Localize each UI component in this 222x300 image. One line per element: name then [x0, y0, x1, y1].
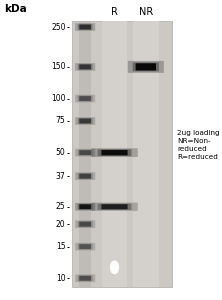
FancyBboxPatch shape [78, 244, 93, 250]
FancyBboxPatch shape [97, 204, 131, 210]
FancyBboxPatch shape [75, 274, 95, 282]
FancyBboxPatch shape [79, 25, 91, 29]
FancyBboxPatch shape [75, 149, 95, 157]
FancyBboxPatch shape [75, 117, 95, 125]
Text: 10: 10 [56, 274, 65, 283]
FancyBboxPatch shape [91, 202, 138, 211]
Text: 250: 250 [51, 22, 65, 32]
Text: 50: 50 [56, 148, 65, 157]
FancyBboxPatch shape [78, 96, 93, 101]
Text: 15: 15 [56, 242, 65, 251]
FancyBboxPatch shape [101, 150, 128, 155]
FancyBboxPatch shape [79, 118, 91, 123]
FancyBboxPatch shape [79, 150, 91, 155]
Text: 2ug loading
NR=Non-
reduced
R=reduced: 2ug loading NR=Non- reduced R=reduced [177, 130, 220, 160]
Bar [72, 21, 172, 286]
FancyBboxPatch shape [78, 24, 93, 30]
FancyBboxPatch shape [78, 118, 93, 124]
FancyBboxPatch shape [78, 275, 93, 281]
FancyBboxPatch shape [75, 203, 95, 211]
Text: 75: 75 [56, 116, 65, 125]
FancyBboxPatch shape [79, 244, 91, 249]
FancyBboxPatch shape [79, 276, 91, 281]
Bar [133, 21, 159, 286]
Text: 25: 25 [56, 202, 65, 211]
FancyBboxPatch shape [101, 204, 128, 209]
Bar [79, 21, 91, 286]
FancyBboxPatch shape [78, 204, 93, 210]
FancyBboxPatch shape [79, 222, 91, 226]
FancyBboxPatch shape [128, 61, 164, 73]
FancyBboxPatch shape [97, 149, 131, 156]
FancyBboxPatch shape [78, 173, 93, 179]
Text: kDa: kDa [4, 4, 27, 14]
Bar [102, 21, 127, 286]
Text: 20: 20 [56, 220, 65, 229]
FancyBboxPatch shape [79, 96, 91, 101]
FancyBboxPatch shape [91, 148, 138, 157]
FancyBboxPatch shape [75, 243, 95, 250]
FancyBboxPatch shape [79, 174, 91, 178]
FancyBboxPatch shape [79, 204, 91, 209]
FancyBboxPatch shape [75, 220, 95, 228]
Text: 150: 150 [51, 62, 65, 71]
FancyBboxPatch shape [75, 172, 95, 180]
FancyBboxPatch shape [75, 63, 95, 71]
Circle shape [110, 261, 119, 274]
Text: 37: 37 [56, 172, 65, 181]
Text: R: R [111, 8, 118, 17]
FancyBboxPatch shape [75, 23, 95, 31]
FancyBboxPatch shape [75, 95, 95, 102]
FancyBboxPatch shape [136, 63, 156, 70]
Text: 100: 100 [51, 94, 65, 103]
FancyBboxPatch shape [78, 64, 93, 70]
FancyBboxPatch shape [78, 150, 93, 156]
FancyBboxPatch shape [79, 64, 91, 69]
Text: NR: NR [139, 8, 153, 17]
FancyBboxPatch shape [78, 221, 93, 227]
FancyBboxPatch shape [133, 62, 159, 71]
